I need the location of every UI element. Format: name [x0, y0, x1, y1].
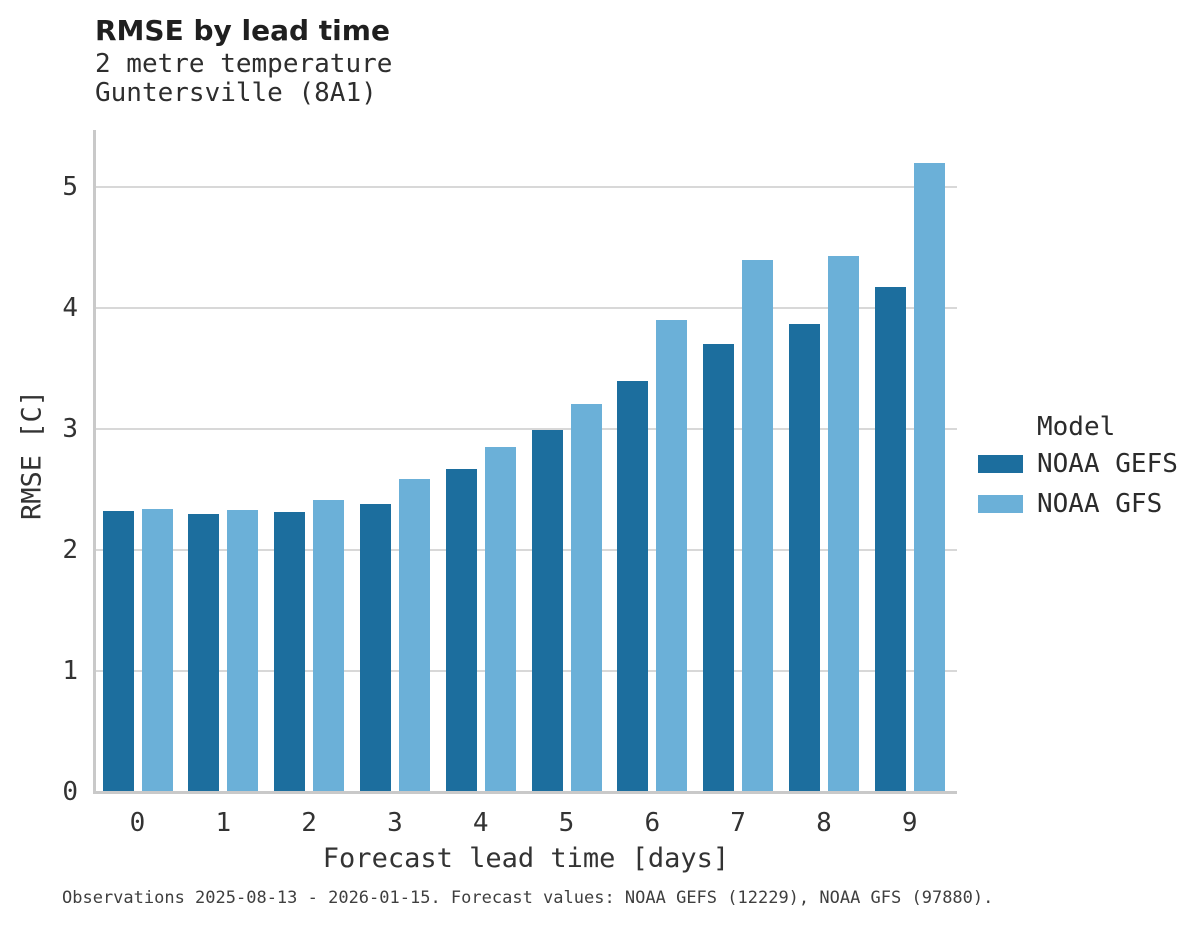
- x-tick-label-1: 1: [215, 808, 232, 838]
- gridline-y1: [95, 669, 957, 672]
- caption: Observations 2025-08-13 - 2026-01-15. Fo…: [62, 888, 994, 908]
- bar-noaa-gfs-lead2: [313, 500, 345, 792]
- gridline-y3: [95, 427, 957, 430]
- bar-noaa-gefs-lead3: [359, 503, 391, 792]
- legend-entries: NOAA GEFS NOAA GFS: [978, 444, 1193, 524]
- x-tick-label-2: 2: [301, 808, 317, 838]
- y-tick-label-0: 0: [62, 777, 78, 807]
- x-tick-label-7: 7: [730, 808, 746, 838]
- legend-swatch-noaa-gfs: [978, 495, 1023, 513]
- x-tick-label-8: 8: [816, 808, 832, 838]
- bar-noaa-gfs-lead6: [656, 320, 688, 792]
- legend-swatch-noaa-gefs: [978, 455, 1023, 473]
- chart-subtitle-variable: 2 metre temperature: [95, 49, 393, 79]
- y-tick-label-3: 3: [62, 413, 78, 444]
- bar-noaa-gfs-lead5: [570, 403, 602, 792]
- bar-noaa-gfs-lead9: [913, 162, 945, 792]
- bar-noaa-gefs-lead9: [874, 287, 906, 792]
- y-tick-label-4: 4: [62, 292, 78, 323]
- legend-entry-noaa-gfs: NOAA GFS: [978, 484, 1193, 524]
- bar-noaa-gefs-lead2: [274, 512, 306, 792]
- bar-noaa-gfs-lead4: [484, 447, 516, 792]
- legend-title: Model: [1037, 412, 1116, 442]
- x-axis-line: [93, 791, 957, 794]
- bar-noaa-gefs-lead8: [788, 323, 820, 792]
- legend: Model NOAA GEFS NOAA GFS: [978, 410, 1193, 524]
- x-tick-label-3: 3: [387, 808, 403, 838]
- gridline-y2: [95, 548, 957, 551]
- bar-noaa-gefs-lead4: [445, 468, 477, 792]
- bar-noaa-gfs-lead0: [141, 508, 173, 792]
- bar-noaa-gfs-lead7: [742, 259, 774, 792]
- x-tick-label-4: 4: [472, 808, 489, 838]
- bar-noaa-gfs-lead8: [827, 255, 859, 792]
- legend-label: NOAA GFS: [1037, 489, 1163, 519]
- legend-entry-noaa-gefs: NOAA GEFS: [978, 444, 1193, 484]
- y-tick-label-2: 2: [62, 534, 78, 565]
- bar-noaa-gefs-lead0: [102, 511, 134, 792]
- legend-label: NOAA GEFS: [1037, 449, 1178, 479]
- y-tick-label-1: 1: [62, 655, 78, 686]
- plot-area: [95, 130, 957, 792]
- bar-noaa-gefs-lead5: [531, 430, 563, 792]
- chart-subtitle-station: Guntersville (8A1): [95, 78, 377, 108]
- x-tick-label-9: 9: [901, 808, 918, 838]
- y-axis-line: [93, 130, 96, 794]
- bar-noaa-gefs-lead7: [703, 344, 735, 792]
- bar-noaa-gfs-lead1: [227, 510, 259, 792]
- y-tick-label-5: 5: [62, 171, 78, 202]
- bar-noaa-gefs-lead6: [617, 380, 649, 792]
- x-tick-label-0: 0: [129, 808, 146, 838]
- gridline-y5: [95, 185, 957, 188]
- x-axis-label: Forecast lead time [days]: [322, 843, 730, 874]
- chart-title: RMSE by lead time: [95, 14, 390, 47]
- x-tick-label-5: 5: [558, 808, 575, 838]
- x-tick-label-6: 6: [644, 808, 661, 838]
- gridline-y4: [95, 306, 957, 309]
- y-axis-label: RMSE [C]: [16, 389, 48, 521]
- bar-noaa-gefs-lead1: [188, 513, 220, 792]
- bar-noaa-gfs-lead3: [398, 478, 430, 792]
